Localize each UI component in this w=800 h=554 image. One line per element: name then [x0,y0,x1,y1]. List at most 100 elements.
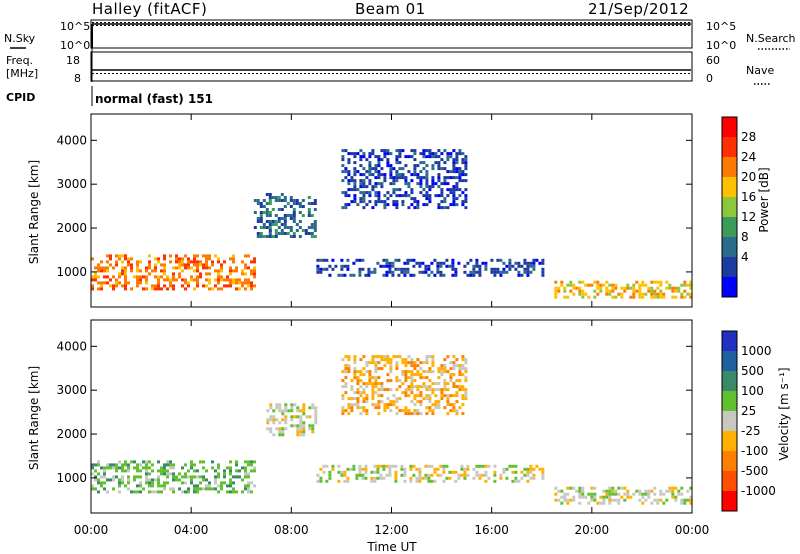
power-cell [620,295,624,299]
power-cell [383,152,387,156]
power-cell [241,260,244,264]
power-cell [433,273,437,277]
power-cell [151,284,154,288]
power-cell [344,170,348,174]
velocity-cell [463,476,467,480]
power-cell [103,281,106,285]
power-cell [268,199,272,202]
power-cell [163,254,166,258]
velocity-cell [428,406,432,410]
power-cell [316,270,320,274]
power-cell [452,197,456,201]
power-cell [283,217,287,220]
power-cell [91,287,94,291]
velocity-cell [418,476,422,480]
velocity-cell [316,479,320,483]
velocity-cell [220,484,223,488]
velocity-cell [361,467,365,471]
velocity-cell [461,367,465,371]
power-cell [347,203,351,207]
velocity-cell [380,355,384,359]
power-cell [247,266,250,270]
velocity-cell [368,370,372,374]
velocity-cell [410,412,414,416]
velocity-cell [314,409,318,413]
velocity-cell [424,464,428,468]
power-cell [172,275,175,279]
velocity-cell [388,464,392,468]
velocity-cell [181,490,184,494]
velocity-cell [464,367,468,371]
power-cell [442,273,446,277]
power-colorbar-swatch [722,157,737,178]
power-cell [428,185,432,189]
power-cell [112,275,115,279]
power-cell [184,278,187,282]
power-cell [292,235,296,238]
velocity-cell [578,486,582,490]
velocity-cell [430,464,434,468]
power-cell [181,278,184,282]
power-cell [629,295,633,299]
velocity-cell [281,427,285,431]
velocity-cell [299,415,303,419]
power-cell [277,226,281,229]
power-cell [407,194,411,198]
velocity-cell [395,400,399,404]
velocity-cell [608,486,612,490]
power-cell [145,281,148,285]
velocity-cell [386,388,390,392]
velocity-cell [172,490,175,494]
power-cell [352,261,356,265]
power-cell [346,258,350,262]
power-cell [193,263,196,267]
velocity-cell [133,460,136,464]
power-cell [292,214,296,217]
power-cell [454,270,458,274]
velocity-cell [464,379,468,383]
power-cell [466,261,470,265]
velocity-cell [341,394,345,398]
velocity-cell [680,498,684,502]
velocity-cell [202,460,205,464]
power-cell [419,191,423,195]
power-cell [205,278,208,282]
velocity-cell [416,370,420,374]
power-cell [425,182,429,186]
velocity-cell [365,409,369,413]
velocity-cell [377,388,381,392]
velocity-cell [151,490,154,494]
velocity-cell [133,478,136,482]
power-cell [464,194,468,198]
power-cell [196,260,199,264]
velocity-cell [214,475,217,479]
power-cell [557,289,561,293]
velocity-cell [322,464,326,468]
power-cell [310,235,314,238]
velocity-cell [193,475,196,479]
velocity-cell [457,473,461,477]
power-cell [392,176,396,180]
velocity-cell [389,364,393,368]
power-cell [268,229,272,232]
velocity-cell [278,403,282,407]
power-cell [205,263,208,267]
velocity-cell [446,400,450,404]
velocity-cell [124,460,127,464]
velocity-cell [112,487,115,491]
velocity-cell [419,376,423,380]
power-cell [124,287,127,291]
power-cell [115,263,118,267]
velocity-cell [362,397,366,401]
power-cell [265,208,269,211]
velocity-cell [166,475,169,479]
power-cell [671,289,675,293]
power-cell [136,281,139,285]
power-cell [347,179,351,183]
power-cell [274,235,278,238]
power-cell [464,188,468,192]
velocity-cell [97,490,100,494]
velocity-y-label: Slant Range [km] [27,366,41,470]
power-cell [587,295,591,299]
power-cell [226,275,229,279]
